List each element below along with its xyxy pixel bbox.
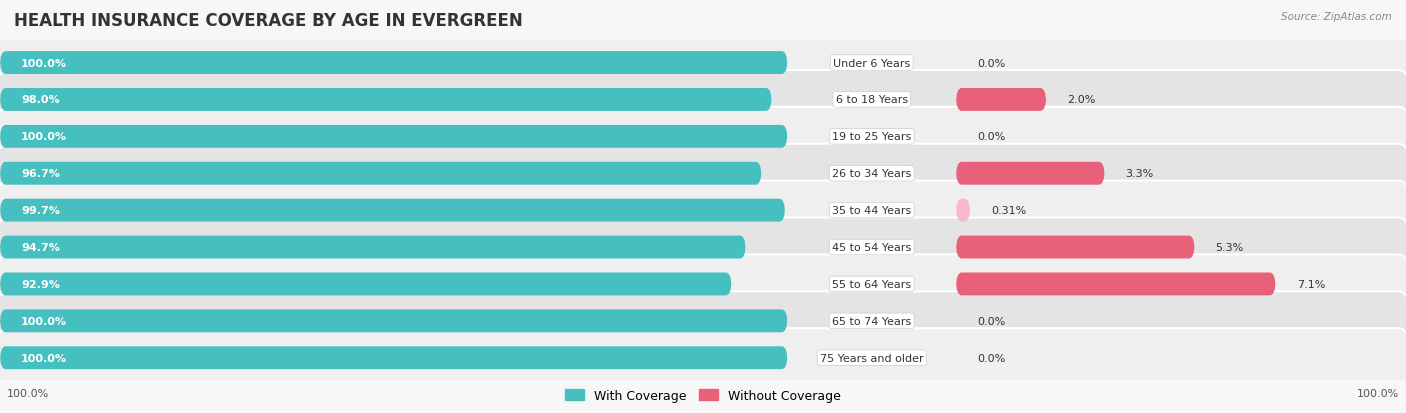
- Text: 19 to 25 Years: 19 to 25 Years: [832, 132, 911, 142]
- Text: 100.0%: 100.0%: [21, 316, 67, 326]
- FancyBboxPatch shape: [0, 328, 1406, 387]
- Text: 100.0%: 100.0%: [21, 132, 67, 142]
- Text: 100.0%: 100.0%: [21, 353, 67, 363]
- Text: 0.0%: 0.0%: [977, 316, 1005, 326]
- Text: 98.0%: 98.0%: [21, 95, 59, 105]
- FancyBboxPatch shape: [956, 89, 1046, 112]
- FancyBboxPatch shape: [0, 107, 1406, 166]
- FancyBboxPatch shape: [0, 199, 785, 222]
- FancyBboxPatch shape: [0, 162, 762, 185]
- Text: 96.7%: 96.7%: [21, 169, 60, 179]
- Text: 100.0%: 100.0%: [21, 58, 67, 69]
- Text: 0.0%: 0.0%: [977, 58, 1005, 69]
- FancyBboxPatch shape: [0, 255, 1406, 314]
- FancyBboxPatch shape: [0, 126, 787, 148]
- FancyBboxPatch shape: [0, 273, 731, 296]
- Text: 100.0%: 100.0%: [1357, 389, 1399, 399]
- Text: 35 to 44 Years: 35 to 44 Years: [832, 206, 911, 216]
- FancyBboxPatch shape: [0, 52, 787, 75]
- Text: 5.3%: 5.3%: [1216, 242, 1244, 252]
- Text: 0.0%: 0.0%: [977, 353, 1005, 363]
- FancyBboxPatch shape: [956, 273, 1275, 296]
- FancyBboxPatch shape: [0, 218, 1406, 277]
- Text: 99.7%: 99.7%: [21, 206, 60, 216]
- Legend: With Coverage, Without Coverage: With Coverage, Without Coverage: [561, 384, 845, 407]
- FancyBboxPatch shape: [0, 292, 1406, 351]
- FancyBboxPatch shape: [0, 236, 745, 259]
- Text: 7.1%: 7.1%: [1296, 279, 1324, 289]
- Text: Source: ZipAtlas.com: Source: ZipAtlas.com: [1281, 12, 1392, 22]
- FancyBboxPatch shape: [0, 310, 787, 332]
- Text: 94.7%: 94.7%: [21, 242, 60, 252]
- Text: 6 to 18 Years: 6 to 18 Years: [835, 95, 908, 105]
- Text: 3.3%: 3.3%: [1126, 169, 1154, 179]
- FancyBboxPatch shape: [0, 71, 1406, 130]
- Text: Under 6 Years: Under 6 Years: [834, 58, 910, 69]
- Text: 55 to 64 Years: 55 to 64 Years: [832, 279, 911, 289]
- FancyBboxPatch shape: [0, 34, 1406, 93]
- Text: 65 to 74 Years: 65 to 74 Years: [832, 316, 911, 326]
- FancyBboxPatch shape: [0, 89, 772, 112]
- Text: 0.0%: 0.0%: [977, 132, 1005, 142]
- FancyBboxPatch shape: [0, 347, 787, 369]
- FancyBboxPatch shape: [956, 236, 1195, 259]
- Text: HEALTH INSURANCE COVERAGE BY AGE IN EVERGREEN: HEALTH INSURANCE COVERAGE BY AGE IN EVER…: [14, 12, 523, 30]
- Text: 100.0%: 100.0%: [7, 389, 49, 399]
- FancyBboxPatch shape: [956, 162, 1105, 185]
- FancyBboxPatch shape: [0, 181, 1406, 240]
- Text: 26 to 34 Years: 26 to 34 Years: [832, 169, 911, 179]
- Text: 75 Years and older: 75 Years and older: [820, 353, 924, 363]
- Text: 2.0%: 2.0%: [1067, 95, 1095, 105]
- FancyBboxPatch shape: [0, 145, 1406, 203]
- Text: 45 to 54 Years: 45 to 54 Years: [832, 242, 911, 252]
- Text: 92.9%: 92.9%: [21, 279, 60, 289]
- FancyBboxPatch shape: [956, 199, 970, 222]
- Text: 0.31%: 0.31%: [991, 206, 1026, 216]
